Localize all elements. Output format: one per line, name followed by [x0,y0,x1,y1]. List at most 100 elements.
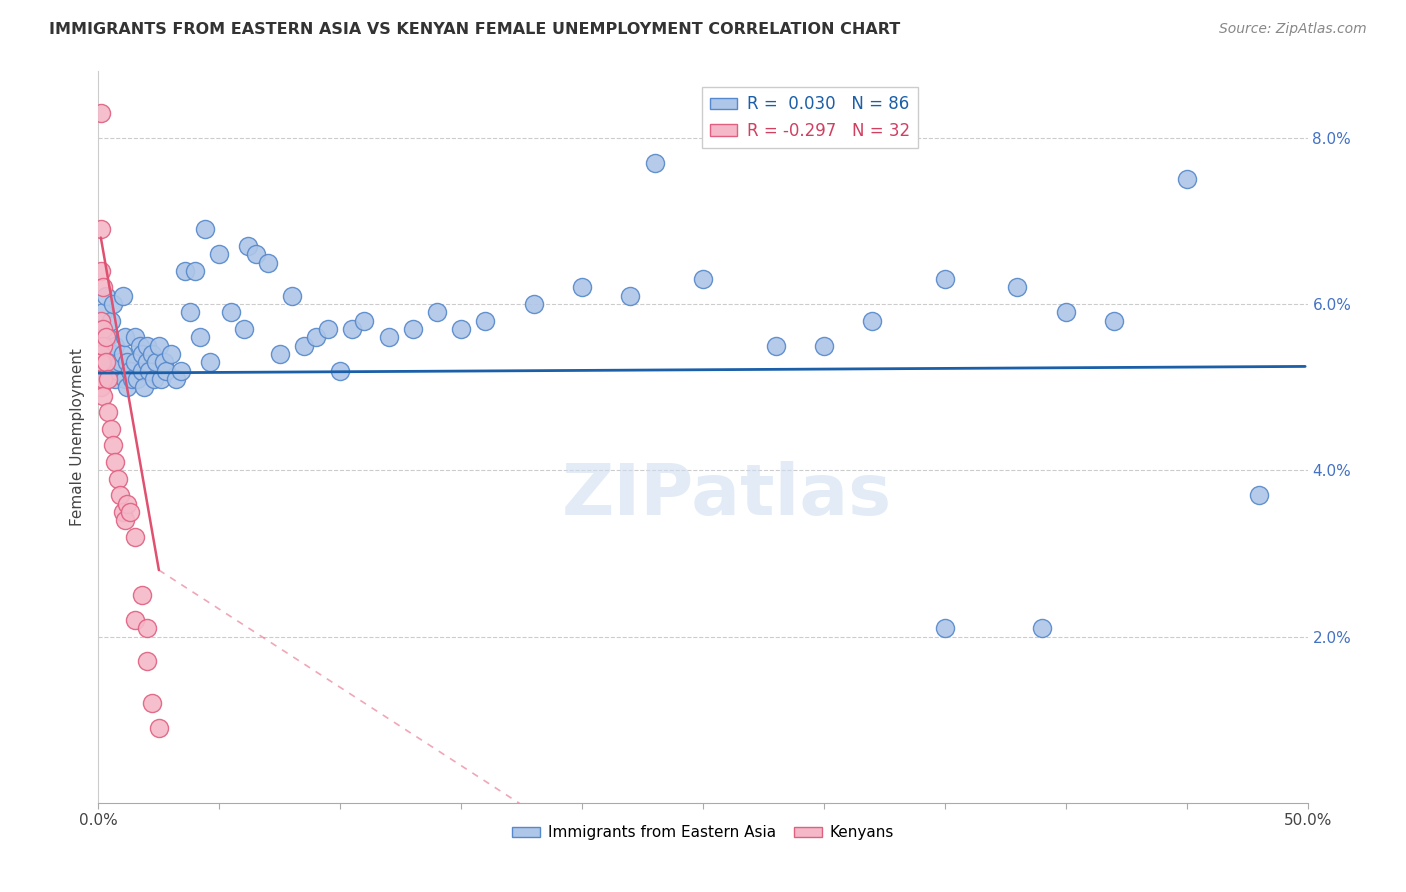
Point [1054,305,1077,319]
Point [94,289,117,303]
Point [104,338,127,352]
Point [135,621,157,635]
Point [184,264,207,278]
Point [523,297,546,311]
Point [292,338,315,352]
Point [97,363,120,377]
Point [90,322,112,336]
Point [124,355,146,369]
Point [232,322,254,336]
Point [91,372,114,386]
Point [148,721,170,735]
Point [91,305,114,319]
Point [281,289,304,303]
Point [194,222,217,236]
Point [91,280,114,294]
Point [256,255,278,269]
Point [90,355,112,369]
Point [135,355,157,369]
Point [124,613,146,627]
Point [934,621,956,635]
Point [100,422,122,436]
Point [860,314,883,328]
Point [141,696,163,710]
Point [114,372,136,386]
Point [90,264,112,278]
Point [143,372,166,386]
Point [124,330,146,344]
Point [108,355,131,369]
Point [128,338,150,352]
Point [97,405,120,419]
Point [934,272,956,286]
Point [450,322,472,336]
Point [90,222,112,236]
Point [108,488,131,502]
Point [117,355,139,369]
Point [118,505,141,519]
Point [174,264,197,278]
Point [169,363,191,377]
Point [692,272,714,286]
Point [402,322,425,336]
Point [765,338,787,352]
Point [571,280,593,294]
Point [101,438,124,452]
Point [100,314,122,328]
Point [134,380,156,394]
Point [101,347,124,361]
Text: IMMIGRANTS FROM EASTERN ASIA VS KENYAN FEMALE UNEMPLOYMENT CORRELATION CHART: IMMIGRANTS FROM EASTERN ASIA VS KENYAN F… [49,22,900,37]
Point [135,338,157,352]
Point [1031,621,1053,635]
Point [94,372,117,386]
Point [377,330,399,344]
Point [131,347,153,361]
Point [100,355,122,369]
Point [238,239,260,253]
Point [90,355,112,369]
Point [316,322,339,336]
Point [118,363,141,377]
Point [131,363,153,377]
Point [94,355,117,369]
Point [114,330,136,344]
Point [101,297,124,311]
Point [145,355,167,369]
Point [1007,280,1029,294]
Point [104,455,127,469]
Point [329,363,352,377]
Point [245,247,267,261]
Point [124,530,146,544]
Point [221,305,243,319]
Point [97,330,120,344]
Point [1249,488,1271,502]
Point [150,372,173,386]
Point [135,655,157,669]
Point [104,372,127,386]
Point [155,363,177,377]
Point [353,314,375,328]
Point [179,305,201,319]
Point [117,380,139,394]
Point [91,338,114,352]
Point [91,338,114,352]
Text: Source: ZipAtlas.com: Source: ZipAtlas.com [1219,22,1367,37]
Point [188,330,211,344]
Point [426,305,449,319]
Legend: Immigrants from Eastern Asia, Kenyans: Immigrants from Eastern Asia, Kenyans [506,819,900,847]
Point [90,314,112,328]
Point [91,388,114,402]
Point [117,497,139,511]
Point [90,380,112,394]
Point [131,588,153,602]
Point [107,363,129,377]
Point [90,347,112,361]
Point [474,314,496,328]
Point [165,372,187,386]
Point [90,347,112,361]
Point [111,289,134,303]
Point [198,355,221,369]
Point [107,472,129,486]
Point [305,330,328,344]
Y-axis label: Female Unemployment: Female Unemployment [70,348,86,526]
